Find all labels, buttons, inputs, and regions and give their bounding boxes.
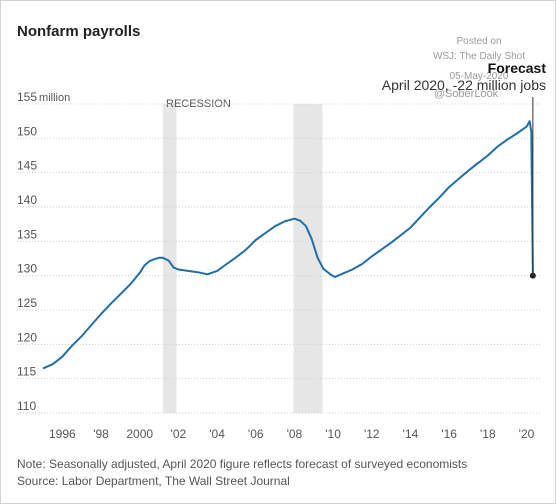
x-tick-labels: 1996 '98 2000 '02 '04 '06 '08 '10 '12 '14 '16 '18 '2…: [49, 427, 535, 441]
gridlines: [17, 103, 541, 414]
recession-bands: [162, 104, 323, 413]
x-tick-label: 2000: [126, 427, 153, 441]
watermark-line-4: @SoberLook: [434, 88, 499, 100]
y-tick-label: 145: [17, 159, 37, 173]
x-tick-label: '20: [519, 427, 535, 441]
x-tick-label: '10: [325, 427, 341, 441]
x-tick-label: '12: [364, 427, 380, 441]
y-tick-label: 155 million: [17, 90, 70, 104]
watermark: Posted on WSJ: The Daily Shot 05-May-202…: [433, 36, 525, 100]
watermark-line-1: Posted on: [456, 36, 501, 47]
y-tick-label: 115: [17, 365, 36, 379]
watermark-line-2: WSJ: The Daily Shot: [433, 51, 525, 62]
y-tick-label: 110: [17, 399, 36, 413]
y-tick-label: 135: [17, 227, 37, 241]
x-tick-label: '08: [287, 427, 303, 441]
x-tick-label: '02: [171, 427, 187, 441]
x-tick-label: '06: [248, 427, 264, 441]
x-tick-label: '18: [480, 427, 496, 441]
series-group: [42, 120, 536, 370]
series-line: [42, 120, 534, 370]
forecast-text: April 2020, -22 million jobs: [382, 77, 546, 93]
y-tick-label: 150: [17, 124, 37, 138]
y-tick-label: 125: [17, 296, 37, 310]
x-tick-label: 1996: [49, 427, 76, 441]
recession-band: [162, 104, 177, 413]
source-text: Source: Labor Department, The Wall Stree…: [17, 474, 290, 488]
x-tick-label: '98: [93, 427, 109, 441]
chart-title: Nonfarm payrolls: [17, 23, 140, 40]
x-tick-label: '14: [403, 427, 419, 441]
x-tick-label: '04: [209, 427, 225, 441]
y-tick-label: 140: [17, 193, 37, 207]
y-tick-labels: 110 115 120 125 130 135 140 145 150 155 million: [17, 90, 70, 413]
y-tick-label: 130: [17, 262, 37, 276]
x-tick-label: '16: [441, 427, 457, 441]
note-text: Note: Seasonally adjusted, April 2020 fi…: [17, 457, 467, 471]
y-tick-label: 120: [17, 330, 37, 344]
y-unit-label: million: [39, 92, 70, 104]
watermark-line-3: 05-May-2020: [450, 71, 509, 82]
forecast-title: Forecast: [488, 60, 547, 76]
recession-label: RECESSION: [166, 98, 231, 110]
